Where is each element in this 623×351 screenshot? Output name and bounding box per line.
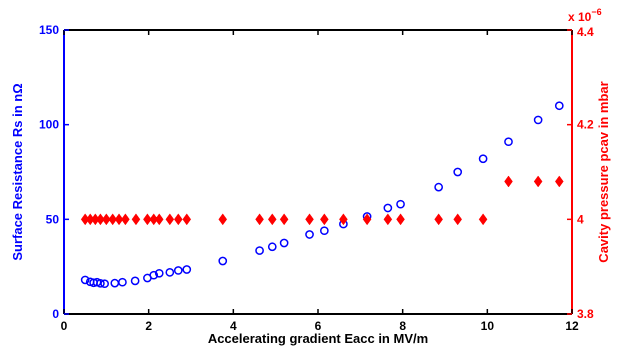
right-y-tick-label: 3.8 — [577, 307, 594, 321]
rs-data-point — [80, 275, 90, 285]
pressure-data-point — [255, 213, 264, 226]
pressure-data-point — [121, 213, 130, 226]
right-axis-multiplier: x 10−6 — [568, 7, 602, 24]
rs-data-point — [182, 265, 192, 274]
rs-data-point — [149, 270, 159, 280]
x-tick-label: 8 — [399, 319, 406, 333]
pressure-data-point — [96, 213, 105, 226]
pressure-data-point — [554, 175, 564, 188]
rs-data-point — [383, 203, 393, 213]
right-axis-multiplier-exponent: −6 — [591, 7, 601, 17]
left-y-axis-label: Surface Resistance Rs in nΩ — [10, 83, 25, 260]
pressure-data-point — [131, 213, 141, 226]
pressure-data-point — [383, 213, 393, 226]
left-y-tick-label: 100 — [39, 118, 59, 132]
pressure-data-point — [173, 213, 183, 226]
pressure-data-point — [218, 213, 228, 226]
x-axis-ticks: 0 2 4 6 8 10 12 — [61, 30, 579, 333]
pressure-data-point — [305, 213, 314, 226]
pressure-data-point — [182, 213, 192, 226]
right-axis-multiplier-base: x 10 — [568, 10, 592, 24]
rs-data-point — [218, 256, 228, 266]
right-y-tick-label: 4.4 — [577, 25, 594, 39]
left-y-tick-label: 0 — [52, 307, 59, 321]
plot-area — [64, 30, 572, 314]
rs-data-point — [305, 230, 314, 239]
pressure-data-point — [143, 213, 152, 226]
rs-data-point — [118, 277, 127, 287]
rs-data-point — [554, 101, 564, 111]
pressure-data-point — [453, 213, 463, 226]
right-y-axis-label: Cavity pressure pcav in mbar — [596, 81, 611, 262]
x-tick-label: 12 — [565, 319, 579, 333]
pressure-data-point — [434, 213, 443, 226]
pressure-data-point — [114, 213, 124, 226]
right-y-tick-label: 4 — [577, 212, 584, 226]
x-tick-label: 2 — [145, 319, 152, 333]
x-tick-label: 10 — [481, 319, 495, 333]
rs-data-point — [267, 242, 277, 252]
rs-data-point — [255, 246, 264, 255]
rs-data-point — [396, 199, 405, 209]
rs-data-point — [320, 226, 329, 236]
left-y-tick-label: 50 — [46, 212, 60, 226]
pressure-data-point — [165, 213, 175, 226]
rs-data-point — [453, 167, 463, 177]
rs-data-point — [504, 137, 513, 147]
x-tick-label: 0 — [61, 319, 68, 333]
rs-data-point — [154, 268, 164, 278]
rs-data-point — [96, 278, 105, 288]
pressure-data-point — [396, 213, 405, 226]
pressure-data-point — [320, 213, 329, 226]
right-y-axis-ticks: 3.8 4 4.2 4.4 — [567, 25, 594, 321]
cavity-pressure-series — [80, 175, 564, 226]
pressure-data-point — [504, 175, 513, 188]
pressure-data-point — [267, 213, 277, 226]
rs-data-point — [130, 276, 140, 286]
left-y-axis-ticks: 0 50 100 150 — [39, 23, 69, 321]
rs-data-point — [173, 266, 183, 275]
rs-data-point — [100, 279, 109, 289]
rs-data-point — [165, 267, 175, 277]
pressure-data-point — [533, 175, 543, 188]
pressure-data-point — [102, 213, 111, 226]
pressure-data-point — [154, 213, 164, 226]
x-tick-label: 6 — [315, 319, 322, 333]
rs-data-point — [279, 238, 289, 248]
rs-data-point — [478, 154, 488, 164]
pressure-data-point — [279, 213, 289, 226]
pressure-data-point — [478, 213, 488, 226]
x-tick-label: 4 — [230, 319, 237, 333]
x-axis-label: Accelerating gradient Eacc in MV/m — [208, 331, 428, 346]
pressure-data-point — [362, 213, 372, 226]
pressure-data-point — [339, 213, 348, 226]
right-y-tick-label: 4.2 — [577, 118, 594, 132]
rs-data-point — [533, 115, 543, 125]
rs-data-point — [434, 182, 443, 192]
left-y-tick-label: 150 — [39, 23, 59, 37]
surface-resistance-series — [80, 101, 564, 289]
pressure-data-point — [108, 213, 117, 226]
